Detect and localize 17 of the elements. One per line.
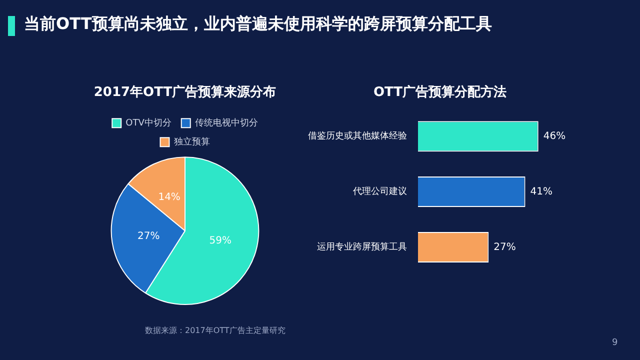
- source-note: 数据来源：2017年OTT广告主定量研究: [145, 325, 286, 336]
- y-tick-label: 借鉴历史或其他媒体经验: [308, 130, 407, 142]
- data-label: 46%: [543, 130, 566, 142]
- legend-label: 传统电视中切分: [194, 117, 258, 128]
- y-tick-label: 运用专业跨屏预算工具: [317, 242, 407, 253]
- text: 9: [612, 338, 618, 348]
- data-label: 27%: [494, 242, 516, 253]
- legend-label: OTV中切分: [126, 117, 172, 128]
- data-label: 14%: [158, 192, 180, 204]
- y-tick-label: 代理公司建议: [352, 186, 407, 198]
- text: 当前OTT预算尚未独立，业内普遍未使用科学的跨屏预算分配工具: [24, 14, 492, 35]
- data-label: 27%: [137, 231, 160, 242]
- chart-title: 2017年OTT广告预算来源分布: [94, 84, 276, 100]
- data-label: 41%: [530, 186, 553, 198]
- data-label: 59%: [209, 236, 232, 247]
- legend-label: 独立预算: [174, 136, 210, 148]
- chart-title: OTT广告预算分配方法: [373, 84, 507, 100]
